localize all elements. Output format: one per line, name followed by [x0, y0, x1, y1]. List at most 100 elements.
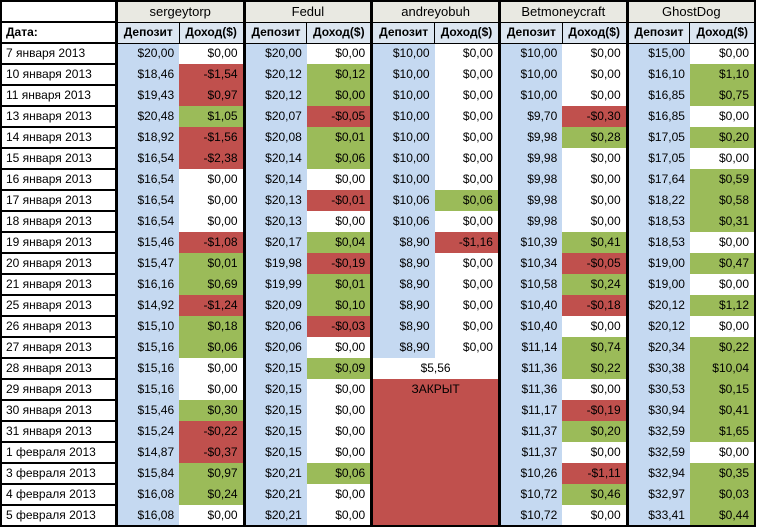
cell-income[interactable]: $0,00 [306, 484, 372, 505]
cell-income[interactable]: $0,00 [562, 505, 628, 526]
trader-header-ghostdog[interactable]: GhostDog [625, 0, 756, 23]
cell-deposit[interactable]: $16,10 [625, 64, 690, 85]
cell-deposit[interactable]: $10,00 [370, 169, 435, 190]
cell-deposit[interactable]: $32,59 [625, 421, 690, 442]
cell-deposit[interactable]: $19,43 [114, 85, 180, 106]
cell-income[interactable]: $0,22 [689, 337, 755, 358]
cell-deposit[interactable]: $15,00 [625, 43, 690, 64]
cell-deposit[interactable]: $14,87 [114, 442, 180, 463]
cell-income[interactable]: $0,00 [306, 421, 372, 442]
cell-deposit[interactable]: $20,13 [242, 190, 307, 211]
cell-income[interactable]: $0,59 [689, 169, 755, 190]
cell-deposit[interactable]: $20,12 [242, 64, 307, 85]
cell-deposit[interactable]: $10,06 [370, 190, 435, 211]
cell-deposit[interactable]: $8,90 [370, 253, 435, 274]
cell-income[interactable]: $0,00 [179, 43, 245, 64]
cell-deposit[interactable]: $20,09 [242, 295, 307, 316]
cell-deposit[interactable]: $11,14 [497, 337, 563, 358]
cell-deposit[interactable]: $8,90 [370, 274, 435, 295]
cell-income[interactable]: -$1,54 [179, 64, 245, 85]
cell-deposit[interactable]: $10,58 [497, 274, 563, 295]
cell-deposit[interactable]: $16,85 [625, 106, 690, 127]
cell-income[interactable]: $0,06 [179, 337, 245, 358]
trader-header-betmoneycraft[interactable]: Betmoneycraft [497, 0, 628, 23]
cell-income[interactable]: $0,00 [689, 274, 755, 295]
cell-income[interactable]: $0,00 [434, 85, 500, 106]
cell-income[interactable]: $0,06 [306, 463, 372, 484]
cell-deposit[interactable]: $18,53 [625, 211, 690, 232]
cell-deposit[interactable]: $8,90 [370, 316, 435, 337]
cell-deposit[interactable]: $20,13 [242, 211, 307, 232]
income-column-header[interactable]: Доход($) [689, 21, 756, 44]
cell-income[interactable]: $0,41 [689, 400, 755, 421]
cell-income[interactable]: $0,00 [306, 211, 372, 232]
cell-date[interactable]: 31 января 2013 [0, 420, 118, 443]
cell-deposit[interactable]: $20,00 [114, 43, 180, 64]
cell-income[interactable]: $0,15 [689, 379, 755, 400]
cell-deposit[interactable]: $20,06 [242, 337, 307, 358]
cell-deposit[interactable]: $20,21 [242, 505, 307, 526]
cell-income[interactable]: $0,97 [179, 463, 245, 484]
cell-income[interactable]: $0,00 [179, 505, 245, 526]
cell-income[interactable]: $0,20 [689, 127, 755, 148]
cell-income[interactable]: $0,04 [306, 232, 372, 253]
cell-deposit[interactable]: $18,46 [114, 64, 180, 85]
cell-deposit[interactable]: $9,98 [497, 169, 563, 190]
cell-deposit[interactable]: $16,54 [114, 169, 180, 190]
income-column-header[interactable]: Доход($) [178, 21, 245, 44]
cell-deposit[interactable]: $15,10 [114, 316, 180, 337]
cell-deposit[interactable]: $15,46 [114, 232, 180, 253]
cell-income[interactable]: $0,00 [306, 337, 372, 358]
cell-merged[interactable] [370, 484, 501, 505]
income-column-header[interactable]: Доход($) [306, 21, 373, 44]
cell-income[interactable]: -$0,19 [562, 400, 628, 421]
cell-income[interactable]: $0,00 [562, 379, 628, 400]
cell-income[interactable]: $0,03 [689, 484, 755, 505]
cell-deposit[interactable]: $10,34 [497, 253, 563, 274]
cell-income[interactable]: $0,35 [689, 463, 755, 484]
cell-income[interactable]: $0,30 [179, 400, 245, 421]
cell-deposit[interactable]: $9,98 [497, 148, 563, 169]
cell-deposit[interactable]: $10,00 [370, 85, 435, 106]
cell-income[interactable]: -$0,37 [179, 442, 245, 463]
cell-deposit[interactable]: $8,90 [370, 337, 435, 358]
corner-cell[interactable] [0, 0, 118, 23]
deposit-column-header[interactable]: Депозит [625, 21, 691, 44]
cell-deposit[interactable]: $20,48 [114, 106, 180, 127]
cell-deposit[interactable]: $11,36 [497, 379, 563, 400]
cell-income[interactable]: $0,24 [179, 484, 245, 505]
cell-deposit[interactable]: $20,15 [242, 400, 307, 421]
cell-date[interactable]: 11 января 2013 [0, 84, 118, 107]
cell-income[interactable]: $0,00 [562, 169, 628, 190]
cell-deposit[interactable]: $32,97 [625, 484, 690, 505]
cell-deposit[interactable]: $10,00 [497, 64, 563, 85]
cell-income[interactable]: $1,65 [689, 421, 755, 442]
cell-merged[interactable] [370, 463, 501, 484]
cell-income[interactable]: $0,00 [562, 43, 628, 64]
cell-income[interactable]: $0,46 [562, 484, 628, 505]
cell-income[interactable]: $0,00 [306, 379, 372, 400]
cell-deposit[interactable]: $17,05 [625, 148, 690, 169]
cell-income[interactable]: $0,22 [562, 358, 628, 379]
cell-date[interactable]: 14 января 2013 [0, 126, 118, 149]
cell-income[interactable]: $0,00 [434, 316, 500, 337]
cell-income[interactable]: $0,00 [306, 442, 372, 463]
cell-income[interactable]: -$1,16 [434, 232, 500, 253]
cell-deposit[interactable]: $30,38 [625, 358, 690, 379]
cell-deposit[interactable]: $16,08 [114, 484, 180, 505]
cell-date[interactable]: 17 января 2013 [0, 189, 118, 212]
cell-deposit[interactable]: $10,00 [370, 127, 435, 148]
cell-deposit[interactable]: $8,90 [370, 232, 435, 253]
cell-date[interactable]: 26 января 2013 [0, 315, 118, 338]
cell-income[interactable]: $0,00 [434, 337, 500, 358]
deposit-column-header[interactable]: Депозит [114, 21, 180, 44]
cell-deposit[interactable]: $11,17 [497, 400, 563, 421]
cell-income[interactable]: $0,06 [306, 148, 372, 169]
cell-merged[interactable]: $5,56 [370, 358, 501, 379]
cell-income[interactable]: -$2,38 [179, 148, 245, 169]
cell-income[interactable]: $0,00 [306, 43, 372, 64]
cell-deposit[interactable]: $19,00 [625, 274, 690, 295]
cell-date[interactable]: 4 февраля 2013 [0, 483, 118, 506]
cell-income[interactable]: -$0,19 [306, 253, 372, 274]
cell-deposit[interactable]: $10,72 [497, 484, 563, 505]
